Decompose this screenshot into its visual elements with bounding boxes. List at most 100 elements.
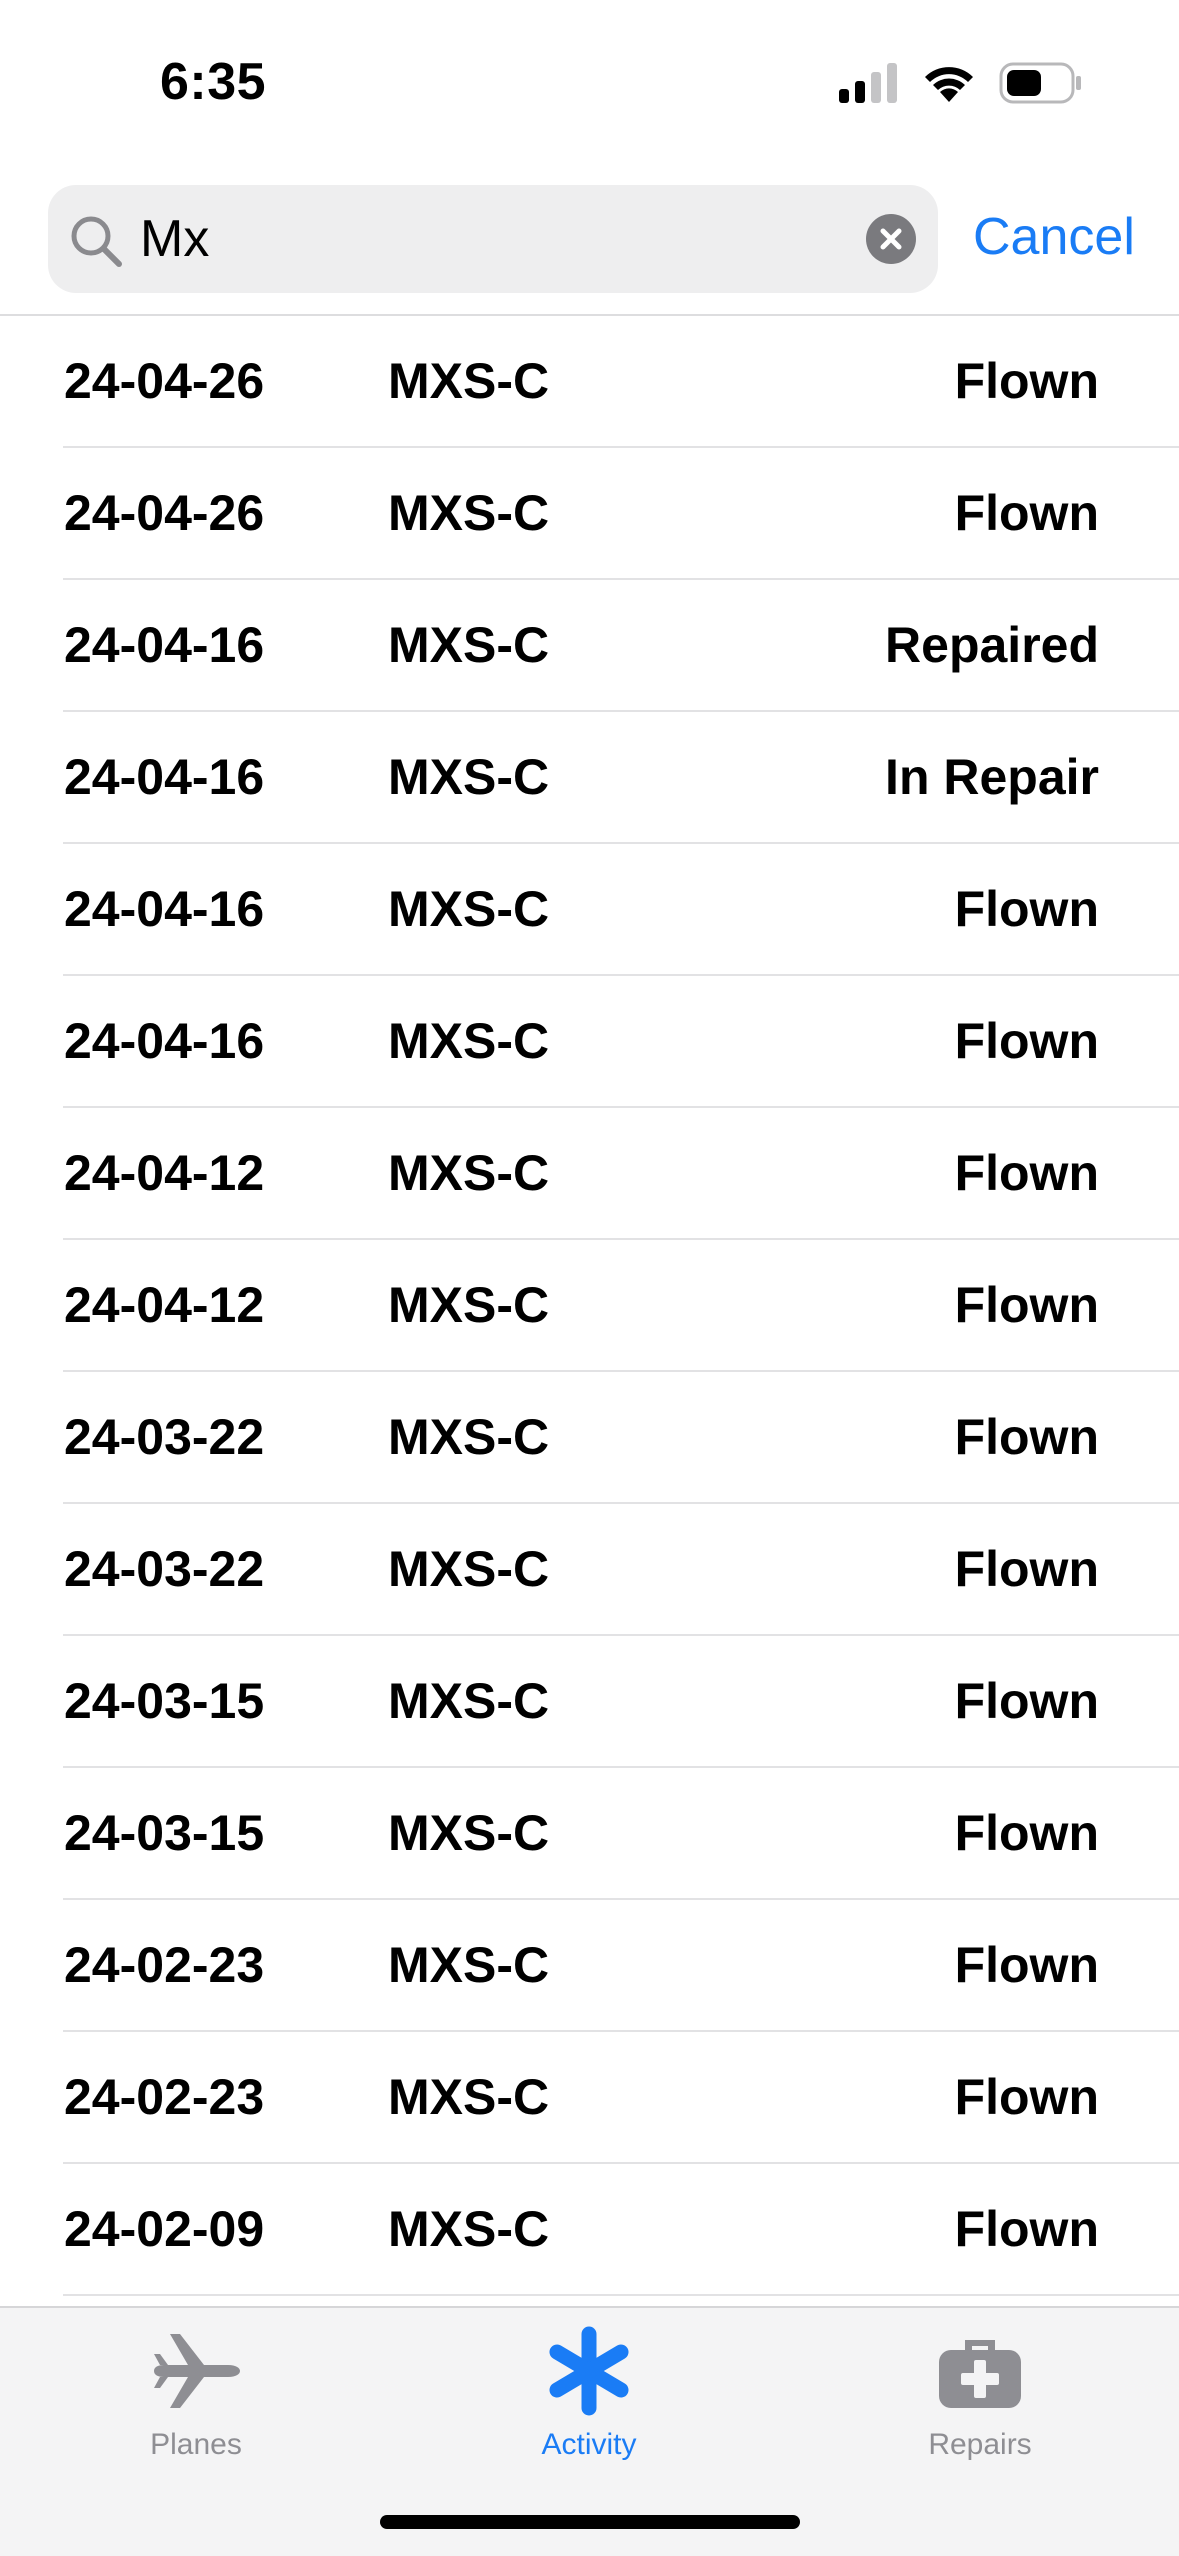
battery-icon	[999, 62, 1081, 104]
row-plane: MXS-C	[388, 2201, 550, 2257]
list-item[interactable]: 24-02-23 MXS-C Flown	[0, 1900, 1179, 2032]
list-item[interactable]: 24-03-22 MXS-C Flown	[0, 1372, 1179, 1504]
list-item[interactable]: 24-03-15 MXS-C Flown	[0, 1768, 1179, 1900]
list-item[interactable]: 24-04-16 MXS-C In Repair	[0, 712, 1179, 844]
row-plane: MXS-C	[388, 1145, 550, 1201]
row-separator	[63, 842, 1179, 844]
row-status: Flown	[954, 1805, 1099, 1861]
row-plane: MXS-C	[388, 353, 550, 409]
row-status: Flown	[954, 1145, 1099, 1201]
tab-planes[interactable]: Planes	[66, 2326, 326, 2496]
tab-repairs-label: Repairs	[928, 2428, 1032, 2461]
wifi-icon	[925, 67, 973, 102]
row-status: Flown	[954, 1013, 1099, 1069]
list-item[interactable]: 24-04-16 MXS-C Flown	[0, 844, 1179, 976]
row-date: 24-04-26	[64, 485, 265, 541]
row-separator	[63, 578, 1179, 580]
row-date: 24-03-22	[64, 1409, 265, 1465]
row-separator	[63, 2162, 1179, 2164]
list-item[interactable]: 24-04-26 MXS-C Flown	[0, 316, 1179, 448]
tab-bar: Planes Activity Repairs	[0, 2306, 1179, 2556]
row-separator	[63, 1106, 1179, 1108]
row-plane: MXS-C	[388, 617, 550, 673]
status-bar: 6:35	[0, 0, 1179, 170]
row-separator	[63, 1502, 1179, 1504]
list-item[interactable]: 24-04-12 MXS-C Flown	[0, 1108, 1179, 1240]
cellular-signal-icon	[839, 63, 897, 103]
list-item[interactable]: 24-04-12 MXS-C Flown	[0, 1240, 1179, 1372]
row-separator	[63, 1634, 1179, 1636]
row-plane: MXS-C	[388, 1937, 550, 1993]
list-item[interactable]: 24-04-16 MXS-C Flown	[0, 976, 1179, 1108]
row-plane: MXS-C	[388, 881, 550, 937]
row-status: In Repair	[885, 749, 1099, 805]
row-date: 24-04-16	[64, 617, 265, 673]
list-item[interactable]: 24-03-15 MXS-C Flown	[0, 1636, 1179, 1768]
search-bar: Mx Cancel	[0, 170, 1179, 316]
airplane-icon	[154, 2334, 240, 2408]
row-date: 24-02-09	[64, 2201, 265, 2257]
cancel-button[interactable]: Cancel	[973, 208, 1135, 266]
row-separator	[63, 1898, 1179, 1900]
row-status: Flown	[954, 1409, 1099, 1465]
clear-x-icon	[880, 228, 902, 250]
row-status: Repaired	[885, 617, 1099, 673]
asterisk-icon	[549, 2326, 629, 2416]
search-field[interactable]: Mx	[48, 185, 938, 293]
row-date: 24-02-23	[64, 1937, 265, 1993]
row-separator	[63, 974, 1179, 976]
search-input[interactable]: Mx	[140, 210, 210, 268]
row-status: Flown	[954, 1541, 1099, 1597]
row-date: 24-04-16	[64, 749, 265, 805]
row-separator	[63, 1766, 1179, 1768]
list-item[interactable]: 24-03-22 MXS-C Flown	[0, 1504, 1179, 1636]
row-date: 24-04-16	[64, 881, 265, 937]
row-date: 24-02-23	[64, 2069, 265, 2125]
home-indicator	[380, 2515, 800, 2529]
tab-activity-label: Activity	[541, 2428, 637, 2461]
search-divider	[0, 314, 1179, 316]
list-item[interactable]: 24-02-23 MXS-C Flown	[0, 2032, 1179, 2164]
row-date: 24-04-12	[64, 1277, 265, 1333]
tab-activity[interactable]: Activity	[459, 2326, 719, 2496]
activity-list: 24-04-26 MXS-C Flown 24-04-26 MXS-C Flow…	[0, 316, 1179, 2296]
row-status: Flown	[954, 1937, 1099, 1993]
row-status: Flown	[954, 1673, 1099, 1729]
tab-planes-label: Planes	[150, 2428, 242, 2461]
row-date: 24-04-16	[64, 1013, 265, 1069]
row-plane: MXS-C	[388, 1013, 550, 1069]
row-date: 24-03-15	[64, 1673, 265, 1729]
row-status: Flown	[954, 2069, 1099, 2125]
search-icon	[68, 213, 124, 269]
row-plane: MXS-C	[388, 1673, 550, 1729]
row-separator	[63, 1238, 1179, 1240]
row-separator	[63, 446, 1179, 448]
list-item[interactable]: 24-04-16 MXS-C Repaired	[0, 580, 1179, 712]
row-date: 24-04-12	[64, 1145, 265, 1201]
row-plane: MXS-C	[388, 1277, 550, 1333]
list-item[interactable]: 24-02-09 MXS-C Flown	[0, 2164, 1179, 2296]
row-plane: MXS-C	[388, 2069, 550, 2125]
tab-repairs[interactable]: Repairs	[850, 2326, 1110, 2496]
row-date: 24-03-15	[64, 1805, 265, 1861]
clear-search-button[interactable]	[866, 214, 916, 264]
row-status: Flown	[954, 881, 1099, 937]
row-plane: MXS-C	[388, 749, 550, 805]
row-plane: MXS-C	[388, 1541, 550, 1597]
row-separator	[63, 2294, 1179, 2296]
status-time: 6:35	[160, 53, 267, 111]
row-separator	[63, 710, 1179, 712]
list-item[interactable]: 24-04-26 MXS-C Flown	[0, 448, 1179, 580]
row-separator	[63, 2030, 1179, 2032]
row-status: Flown	[954, 2201, 1099, 2257]
row-plane: MXS-C	[388, 1409, 550, 1465]
row-date: 24-04-26	[64, 353, 265, 409]
row-status: Flown	[954, 485, 1099, 541]
row-plane: MXS-C	[388, 1805, 550, 1861]
row-status: Flown	[954, 1277, 1099, 1333]
status-icons	[839, 62, 1083, 104]
row-plane: MXS-C	[388, 485, 550, 541]
row-status: Flown	[954, 353, 1099, 409]
row-date: 24-03-22	[64, 1541, 265, 1597]
